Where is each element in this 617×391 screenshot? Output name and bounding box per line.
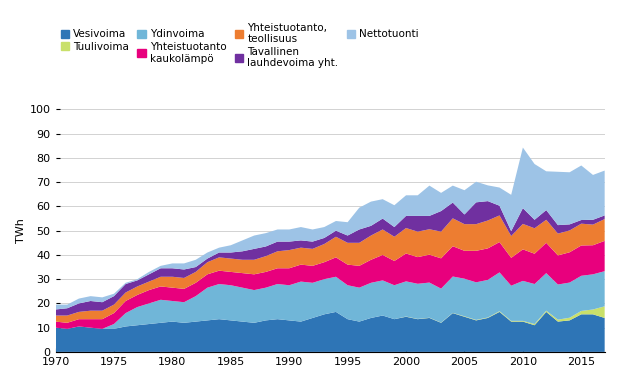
Legend: Vesivoima, Tuulivoima, Ydinvoima, Yhteistuotanto
kaukolämpö, Yhteistuotanto,
teo: Vesivoima, Tuulivoima, Ydinvoima, Yhteis… <box>60 23 419 68</box>
Y-axis label: TWh: TWh <box>15 218 25 243</box>
